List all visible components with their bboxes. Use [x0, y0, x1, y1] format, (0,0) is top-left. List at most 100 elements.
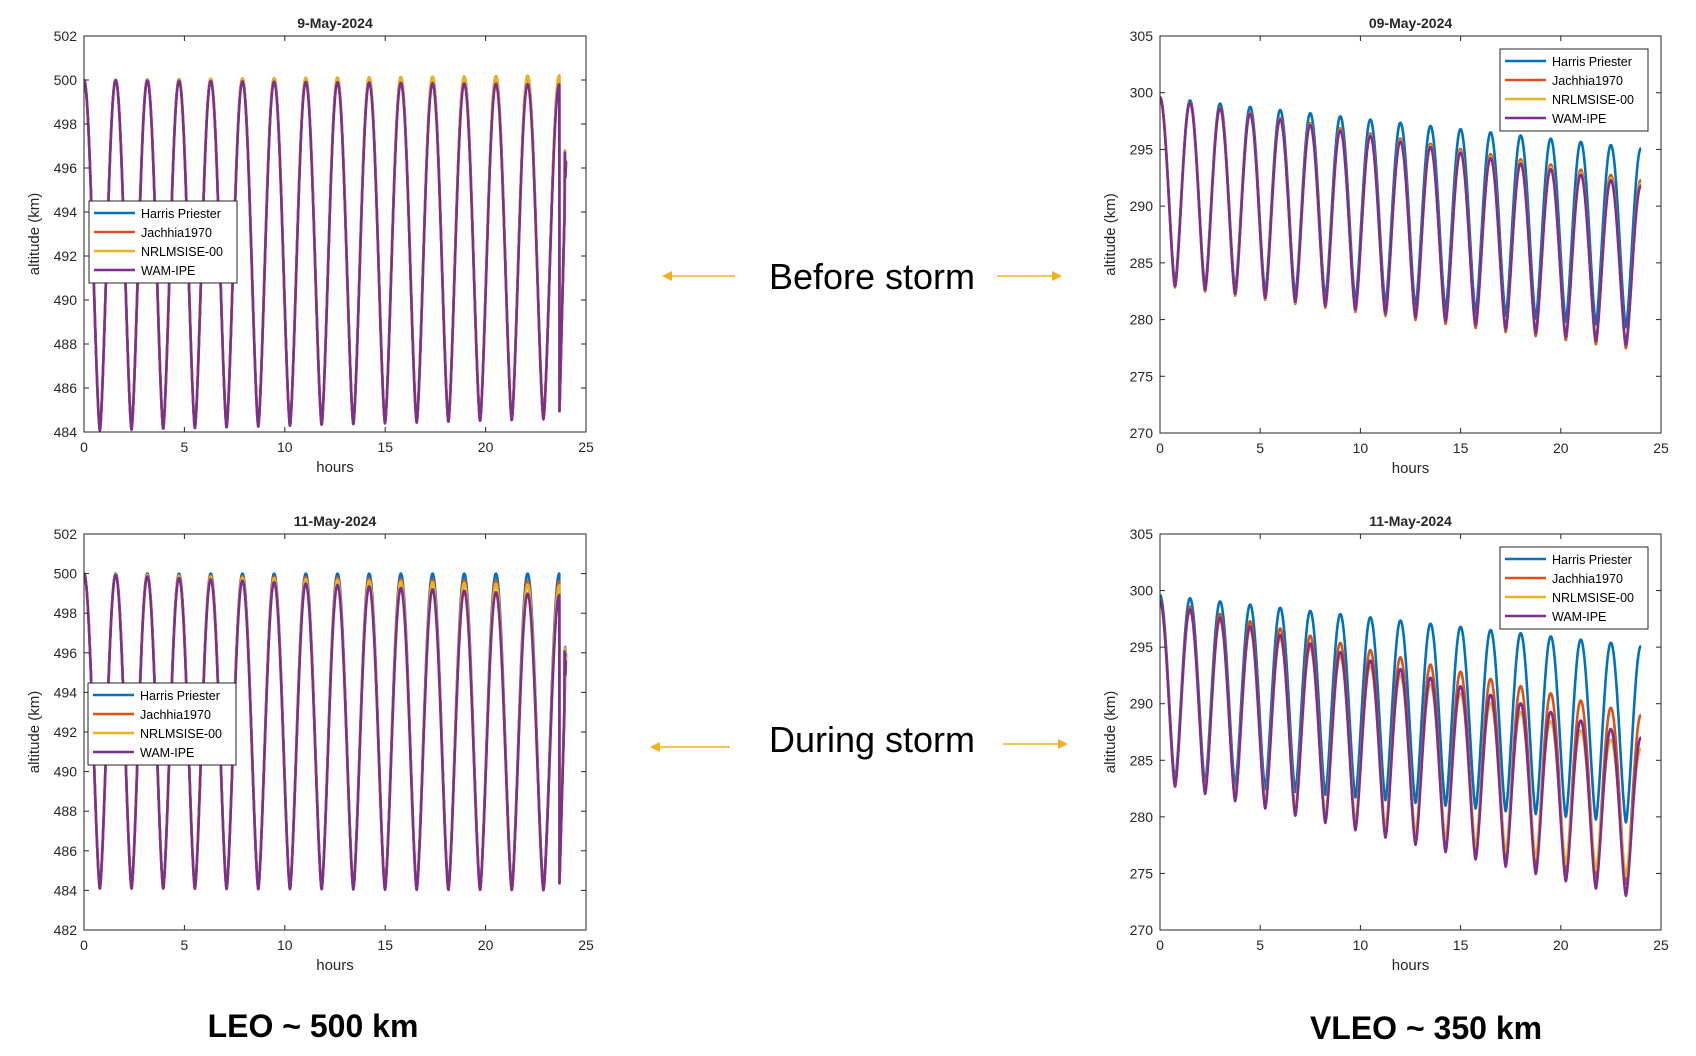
y-tick-label: 295	[1130, 639, 1154, 655]
y-tick-label: 492	[54, 724, 78, 740]
legend-entry: NRLMSISE-00	[1552, 591, 1634, 605]
left-arrow-head-icon	[662, 271, 672, 281]
y-tick-label: 498	[54, 605, 78, 621]
x-axis-label: hours	[1392, 957, 1430, 974]
legend: Harris Priester Jachhia1970 NRLMSISE-00 WAM…	[88, 200, 238, 284]
legend-entry: Jachhia1970	[1552, 74, 1623, 88]
y-tick-label: 280	[1130, 809, 1154, 825]
x-tick-label: 0	[1156, 937, 1164, 953]
series-line-3	[84, 572, 568, 892]
chart-title: 11-May-2024	[294, 513, 377, 529]
x-tick-label: 5	[1256, 440, 1264, 456]
y-tick-label: 300	[1130, 85, 1154, 101]
y-tick-label: 285	[1130, 752, 1154, 768]
x-tick-label: 15	[1453, 937, 1469, 953]
legend-entry: Jachhia1970	[1552, 572, 1623, 586]
x-tick-label: 25	[1653, 937, 1669, 953]
legend-entry: WAM-IPE	[141, 264, 195, 278]
y-axis-label: altitude (km)	[26, 691, 43, 774]
y-tick-label: 498	[54, 116, 78, 132]
legend-entry: Harris Priester	[141, 207, 221, 221]
series-line-3	[1160, 599, 1643, 898]
y-tick-label: 488	[54, 803, 78, 819]
legend-entry: WAM-IPE	[1552, 610, 1606, 624]
y-tick-label: 305	[1130, 526, 1154, 542]
legend-entry: NRLMSISE-00	[140, 727, 222, 741]
legend-entry: Jachhia1970	[140, 708, 211, 722]
before-storm-annotation: Before storm	[662, 256, 1062, 297]
y-axis-label: altitude (km)	[1102, 193, 1119, 276]
legend-entry: WAM-IPE	[1552, 112, 1606, 126]
y-tick-label: 275	[1130, 865, 1154, 881]
legend-entry: Harris Priester	[1552, 553, 1632, 567]
y-tick-label: 295	[1130, 141, 1154, 157]
x-tick-label: 15	[1453, 440, 1469, 456]
before-storm-label: Before storm	[769, 256, 975, 297]
x-tick-label: 10	[277, 439, 293, 455]
legend-entry: Harris Priester	[140, 689, 220, 703]
series-group	[84, 572, 568, 892]
x-tick-label: 20	[478, 937, 494, 953]
y-tick-label: 500	[54, 566, 78, 582]
chart-title: 9-May-2024	[297, 15, 373, 31]
x-tick-label: 20	[1553, 937, 1569, 953]
x-tick-label: 15	[377, 439, 393, 455]
legend-entry: NRLMSISE-00	[141, 245, 223, 259]
y-tick-label: 280	[1130, 312, 1154, 328]
y-tick-label: 496	[54, 160, 78, 176]
y-tick-label: 502	[54, 28, 78, 44]
chart-vleo-before: 0 5 10 15 20 25 270 275 280 285 290 295 300 305 09-May…	[1102, 15, 1669, 477]
y-tick-label: 494	[54, 684, 78, 700]
legend: Harris Priester Jachhia1970 NRLMSISE-00 WAM…	[1499, 546, 1649, 630]
y-tick-label: 270	[1130, 922, 1154, 938]
x-tick-label: 10	[1353, 937, 1369, 953]
axes-box	[1159, 35, 1662, 434]
x-tick-label: 20	[1553, 440, 1569, 456]
x-tick-label: 10	[277, 937, 293, 953]
y-tick-label: 285	[1130, 255, 1154, 271]
y-tick-label: 290	[1130, 696, 1154, 712]
y-tick-label: 482	[54, 922, 78, 938]
series-line-3	[1160, 96, 1643, 347]
y-tick-label: 484	[54, 882, 78, 898]
vleo-regime-label: VLEO ~ 350 km	[1310, 1010, 1542, 1046]
y-tick-label: 490	[54, 292, 78, 308]
x-tick-label: 0	[1156, 440, 1164, 456]
y-tick-label: 492	[54, 248, 78, 264]
y-tick-label: 502	[54, 526, 78, 542]
y-tick-label: 500	[54, 72, 78, 88]
x-tick-label: 5	[181, 937, 189, 953]
axes-box	[1159, 533, 1662, 931]
legend-entry: WAM-IPE	[140, 746, 194, 760]
leo-regime-label: LEO ~ 500 km	[208, 1008, 419, 1044]
series-group	[84, 74, 568, 432]
x-axis-label: hours	[316, 957, 354, 974]
x-tick-label: 25	[578, 937, 594, 953]
x-tick-label: 0	[80, 439, 88, 455]
legend: Harris Priester Jachhia1970 NRLMSISE-00 WAM…	[1499, 48, 1649, 132]
legend-entry: Harris Priester	[1552, 55, 1632, 69]
y-tick-label: 488	[54, 336, 78, 352]
right-arrow-head-icon	[1058, 739, 1068, 749]
left-arrow-head-icon	[650, 742, 660, 752]
x-tick-label: 15	[377, 937, 393, 953]
y-tick-label: 300	[1130, 583, 1154, 599]
y-tick-label: 494	[54, 204, 78, 220]
chart-vleo-during: 0 5 10 15 20 25 270 275 280 285 290 295 300 305 11-May…	[1102, 513, 1669, 974]
x-tick-label: 5	[181, 439, 189, 455]
y-axis-label: altitude (km)	[1102, 691, 1119, 774]
axes-box	[83, 35, 587, 433]
y-tick-label: 270	[1130, 425, 1154, 441]
legend: Harris Priester Jachhia1970 NRLMSISE-00 WAM…	[87, 682, 237, 766]
x-tick-label: 25	[578, 439, 594, 455]
y-tick-label: 290	[1130, 198, 1154, 214]
chart-title: 09-May-2024	[1369, 15, 1452, 31]
legend-entry: Jachhia1970	[141, 226, 212, 240]
series-group	[1160, 593, 1643, 898]
during-storm-annotation: During storm	[650, 719, 1068, 760]
x-tick-label: 25	[1653, 440, 1669, 456]
y-tick-label: 275	[1130, 368, 1154, 384]
during-storm-label: During storm	[769, 719, 975, 760]
y-tick-label: 490	[54, 764, 78, 780]
